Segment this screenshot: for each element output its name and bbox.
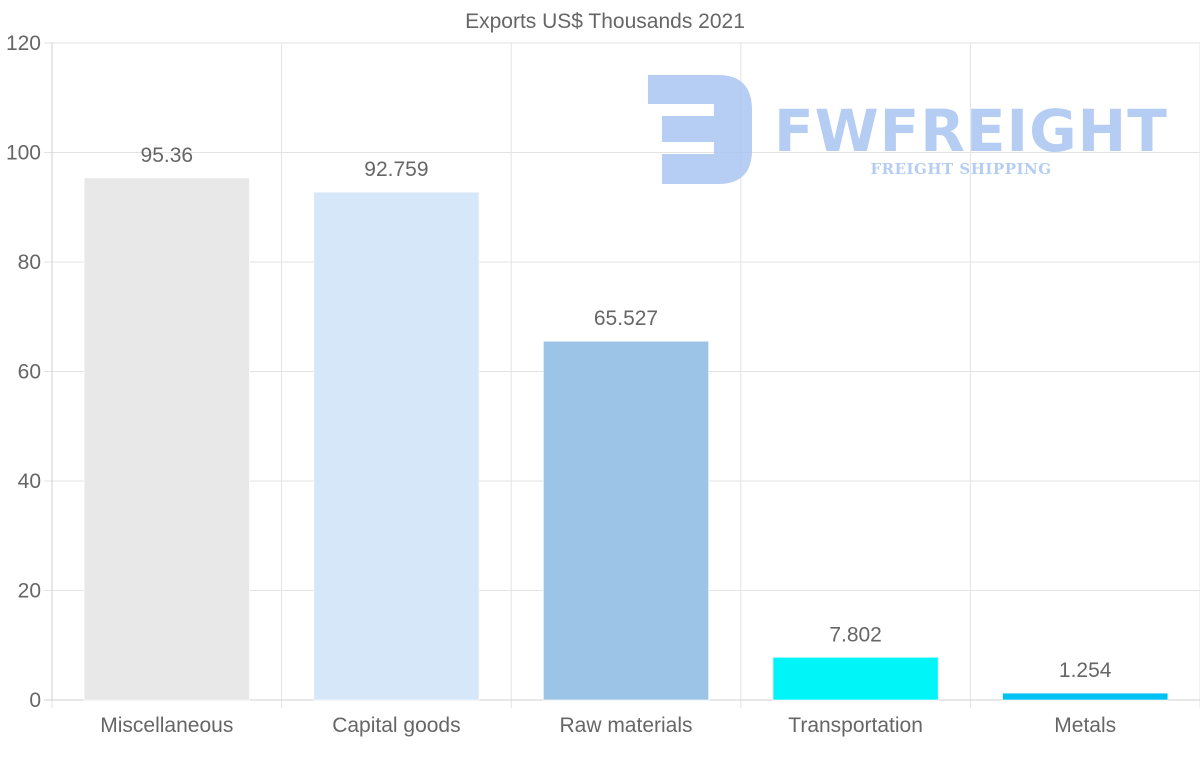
x-tick-label: Metals: [1054, 714, 1116, 737]
y-tick-label: 60: [18, 361, 41, 384]
bar-raw-materials: [542, 340, 710, 701]
chart-title: Exports US$ Thousands 2021: [465, 10, 745, 33]
x-tick-label: Capital goods: [332, 714, 460, 737]
y-tick-label: 100: [6, 142, 41, 165]
y-axis-ticks: 0 20 40 60 80 100 120: [6, 32, 41, 712]
x-tick-label: Transportation: [788, 714, 923, 737]
y-tick-label: 0: [29, 689, 41, 712]
data-label: 92.759: [364, 158, 428, 181]
data-label: 1.254: [1059, 659, 1112, 682]
data-label: 7.802: [829, 623, 882, 646]
data-labels: 95.36 92.759 65.527 7.802 1.254: [141, 144, 1112, 682]
bar-capital-goods: [313, 191, 480, 701]
data-label: 65.527: [594, 307, 658, 330]
bar-transportation: [772, 656, 939, 701]
y-tick-label: 120: [6, 32, 41, 55]
bar-miscellaneous: [83, 177, 250, 701]
fwfreight-watermark-logo: FWFREIGHT FREIGHT SHIPPING: [648, 75, 1168, 184]
x-axis-labels: Miscellaneous Capital goods Raw materials T…: [100, 714, 1116, 737]
fwfreight-logo-mark-icon: [648, 75, 752, 184]
watermark-brand: FWFREIGHT: [774, 97, 1168, 165]
y-tick-label: 20: [18, 580, 41, 603]
y-tick-label: 80: [18, 251, 41, 274]
watermark-tagline: FREIGHT SHIPPING: [870, 160, 1051, 178]
x-tick-label: Miscellaneous: [100, 714, 233, 737]
bar-metals: [1002, 692, 1169, 701]
y-tick-label: 40: [18, 470, 41, 493]
x-tick-label: Raw materials: [559, 714, 692, 737]
bars: [83, 177, 1169, 701]
data-label: 95.36: [141, 144, 194, 167]
